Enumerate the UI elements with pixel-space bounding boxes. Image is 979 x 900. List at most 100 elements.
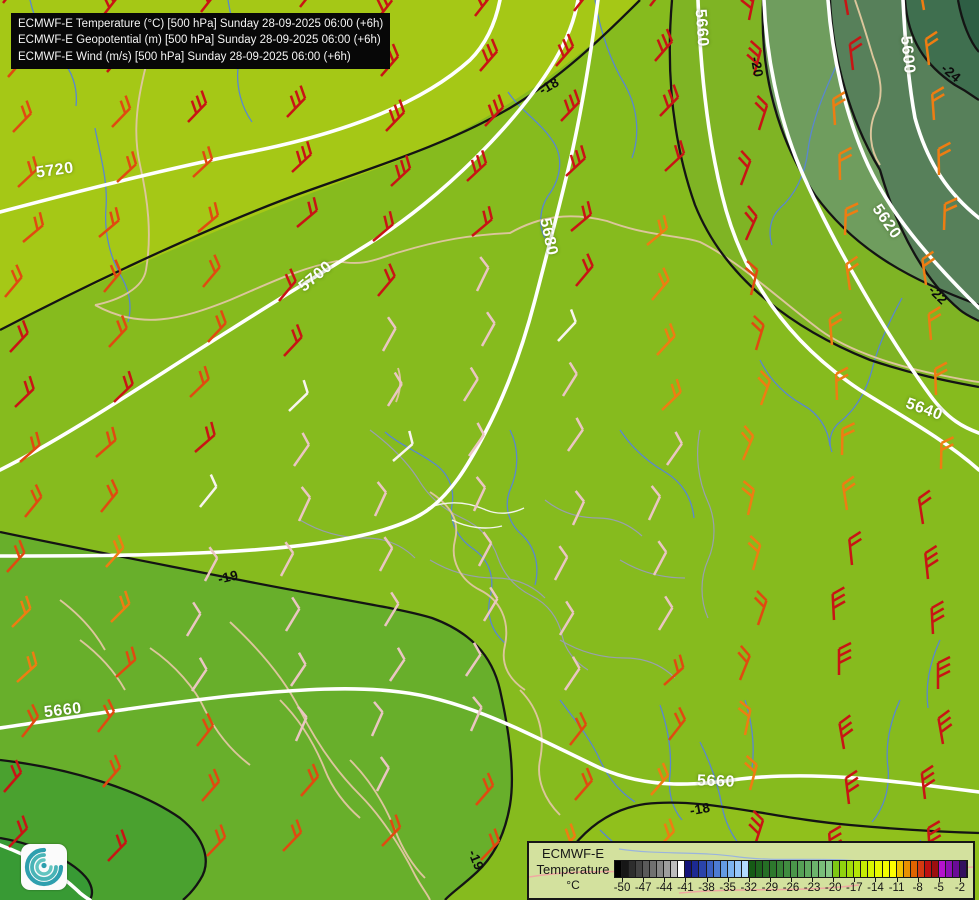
wind-barb <box>194 421 216 453</box>
legend-color-cell <box>945 861 953 877</box>
wind-barb <box>920 764 936 800</box>
wind-barb <box>757 369 772 406</box>
logo-spiral-icon <box>24 847 64 887</box>
wind-barb <box>561 361 578 397</box>
wind-barb <box>386 371 403 407</box>
legend-color-cell <box>685 861 693 877</box>
legend-tick-label: -29 <box>761 882 779 894</box>
wind-barb <box>11 595 32 628</box>
wind-barb <box>563 656 581 691</box>
wind-barb <box>24 484 43 518</box>
legend-color-cell <box>798 861 806 877</box>
fill-band-22 <box>830 0 979 321</box>
wind-barb <box>482 586 499 622</box>
wind-barb <box>471 205 494 237</box>
legend-tick <box>769 877 771 882</box>
legend-tick <box>854 877 856 882</box>
wind-barb <box>661 378 682 411</box>
wind-barb <box>479 38 499 72</box>
wind-barb <box>385 99 406 132</box>
wind-barb <box>560 89 581 122</box>
wind-barb <box>737 700 752 736</box>
legend-color-cell <box>847 861 855 877</box>
wind-barb <box>834 366 849 401</box>
legend-tick <box>959 877 961 882</box>
legend-color-cell <box>819 861 827 877</box>
legend-tick-label: -20 <box>824 882 842 894</box>
wind-barb <box>19 431 41 463</box>
legend-tick <box>938 877 940 882</box>
legend-tick-label: -8 <box>912 882 923 894</box>
wind-barb <box>390 155 412 187</box>
wind-barb <box>652 540 668 576</box>
wind-barb <box>95 426 117 458</box>
wind-barb <box>571 490 586 526</box>
legend-title: ECMWF-E Temperature °C <box>533 846 613 892</box>
legend-tick <box>664 877 666 882</box>
legend-color-cell <box>882 861 890 877</box>
temperature-legend: ECMWF-E Temperature °C -50 -47 -44 -41 -38 -3… <box>527 841 975 900</box>
legend-tick <box>727 877 729 882</box>
wind-barb <box>754 94 769 131</box>
legend-color-cell <box>812 861 820 877</box>
legend-color-cell <box>755 861 763 877</box>
wind-barb <box>116 151 138 183</box>
legend-color-cell <box>938 861 946 877</box>
legend-color-cell <box>931 861 939 877</box>
wind-barb <box>464 642 482 677</box>
legend-color-cell <box>776 861 784 877</box>
legend-color-cell <box>629 861 637 877</box>
wind-barb <box>937 141 952 176</box>
wind-barb <box>933 361 948 396</box>
wind-barb <box>565 145 587 177</box>
legend-color-cell <box>643 861 651 877</box>
wind-barb <box>924 544 939 580</box>
wind-barb <box>848 35 863 71</box>
wind-barb <box>480 311 496 347</box>
fill-band-26 <box>958 0 979 52</box>
wind-barb <box>475 256 490 292</box>
wind-barb <box>741 480 756 516</box>
wind-barb <box>115 646 137 678</box>
legend-color-cell <box>734 861 742 877</box>
wind-barb <box>300 763 320 797</box>
wind-barb <box>4 264 23 298</box>
wind-barb <box>388 647 406 682</box>
wind-barb <box>744 205 758 241</box>
wind-barb <box>8 815 29 848</box>
wind-barb <box>14 375 35 408</box>
wind-barb <box>189 365 210 398</box>
wind-barb <box>939 436 955 470</box>
wind-barb <box>17 156 39 188</box>
wind-barb <box>557 308 577 342</box>
site-logo[interactable] <box>21 844 67 890</box>
legend-color-cell <box>713 861 721 877</box>
wind-barb <box>98 206 121 238</box>
wind-barb <box>937 709 953 745</box>
legend-color-cell <box>769 861 777 877</box>
wind-barb <box>101 0 120 18</box>
wind-barb <box>646 214 669 246</box>
legend-tick-label: -47 <box>634 882 652 894</box>
wind-barb <box>200 0 219 13</box>
wind-barb <box>381 814 402 847</box>
legend-color-cell <box>727 861 735 877</box>
wind-barb <box>9 319 29 353</box>
wind-barb <box>107 829 128 862</box>
legend-tick <box>706 877 708 882</box>
wind-barb <box>378 536 394 572</box>
legend-tick <box>622 877 624 882</box>
wind-barb <box>927 306 942 341</box>
legend-tick-label: -11 <box>888 882 905 894</box>
wind-barb <box>656 322 676 356</box>
wind-barb <box>747 535 762 571</box>
wind-barb <box>100 479 119 513</box>
wind-barb <box>375 0 394 22</box>
legend-tick-label: -5 <box>933 882 944 894</box>
wind-barb <box>838 146 853 181</box>
legend-tick <box>896 877 898 882</box>
wind-barb <box>196 712 215 747</box>
